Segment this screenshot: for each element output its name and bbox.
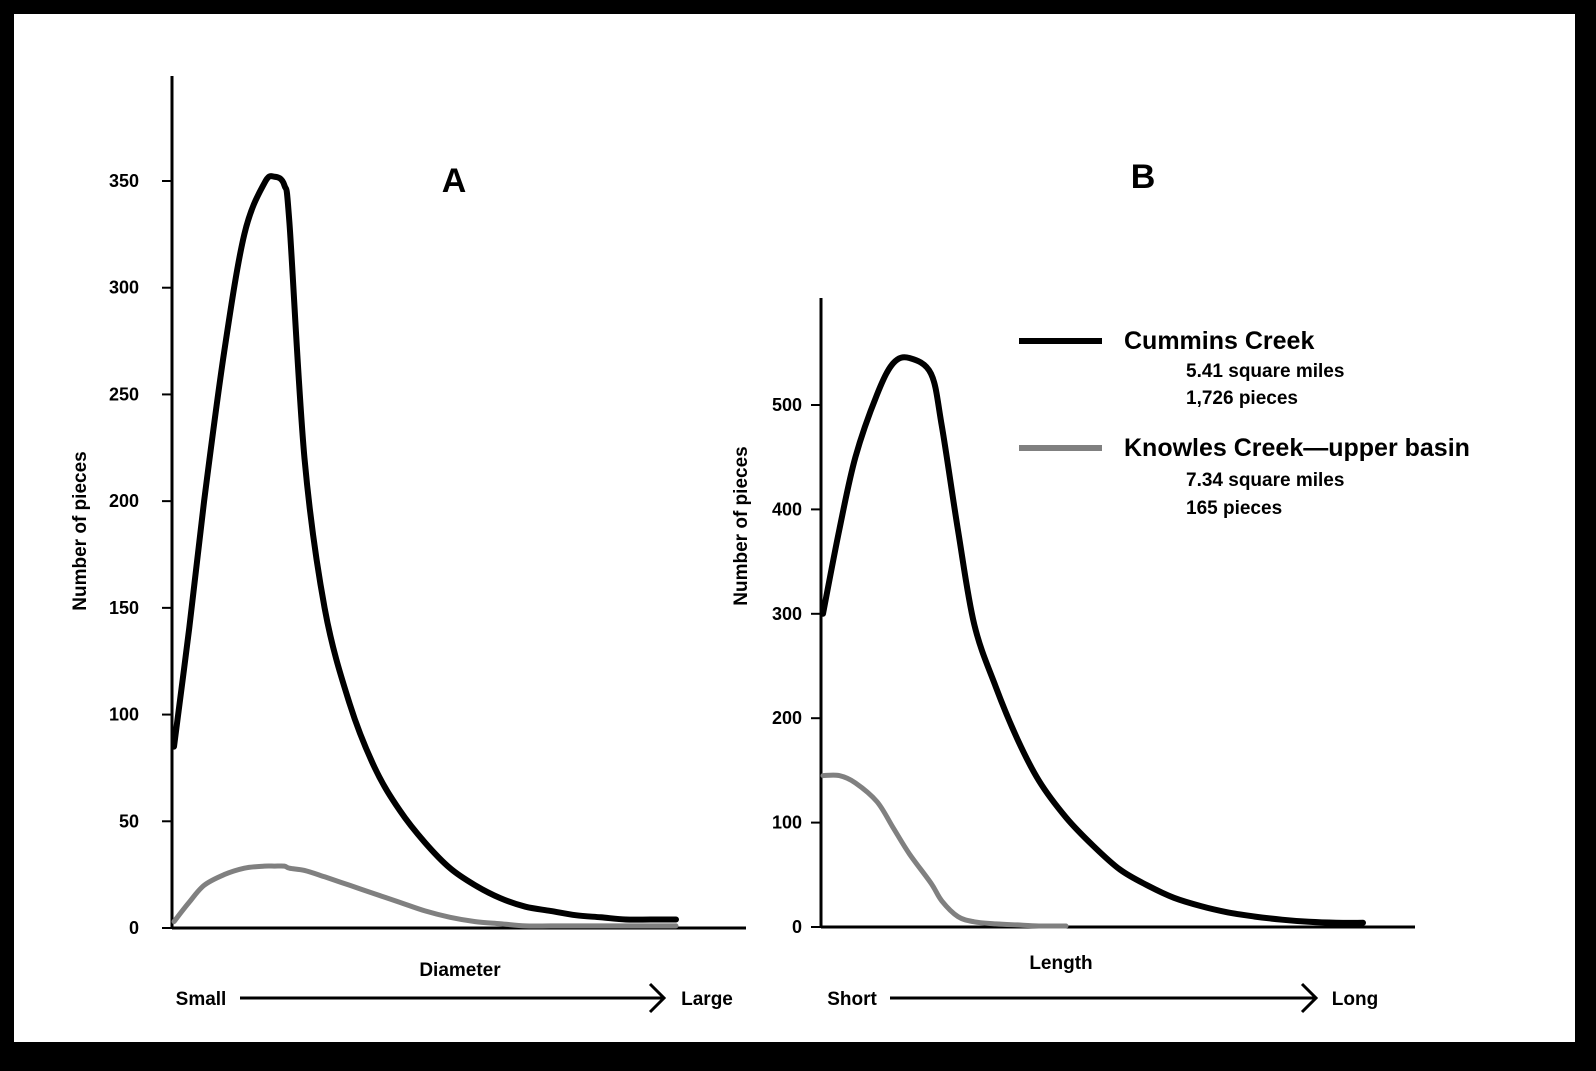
panel-a-series xyxy=(171,173,679,929)
panel-b-y-tick-label: 400 xyxy=(772,499,802,519)
figure-frame: A 0 50 100 150 200 250 300 350 Number of pieces… xyxy=(14,14,1575,1042)
panel-a-series-line-cummins xyxy=(171,173,679,923)
panel-b-y-tick-label: 0 xyxy=(792,917,802,937)
panel-b-y-tick-label: 200 xyxy=(772,708,802,728)
panel-b-series xyxy=(820,354,1366,929)
panel-a-y-tick-label: 100 xyxy=(109,705,139,725)
legend-name-knowles: Knowles Creek—upper basin xyxy=(1124,434,1470,462)
panel-b-x-end-label: Long xyxy=(1332,989,1378,1010)
panel-a-y-tick-label: 150 xyxy=(109,598,139,618)
panel-a-y-tick-label: 0 xyxy=(129,918,139,938)
panel-b-series-line-knowles xyxy=(820,772,1069,929)
figure: A 0 50 100 150 200 250 300 350 Number of pieces… xyxy=(70,76,1470,1014)
legend-area-cummins: 5.41 square miles xyxy=(1186,361,1344,382)
panel-a-x-end-label: Large xyxy=(681,989,733,1010)
legend-pieces-knowles: 165 pieces xyxy=(1186,498,1282,519)
panel-b-y-ticks: 0 100 200 300 400 500 xyxy=(772,395,821,937)
panel-a-x-axis-title: Diameter xyxy=(419,960,501,981)
legend-name-cummins: Cummins Creek xyxy=(1124,327,1314,355)
panel-a-y-tick-label: 350 xyxy=(109,171,139,191)
panel-a-y-tick-label: 200 xyxy=(109,491,139,511)
panel-b: B 0 100 200 300 400 500 Number of pieces Leng… xyxy=(731,158,1415,1014)
panel-b-y-tick-label: 300 xyxy=(772,604,802,624)
panel-a-y-axis-title: Number of pieces xyxy=(70,451,91,610)
panel-a: A 0 50 100 150 200 250 300 350 Number of pieces… xyxy=(70,76,746,1014)
panel-a-label: A xyxy=(442,162,467,200)
panel-a-x-start-label: Small xyxy=(176,989,227,1010)
panel-a-y-tick-label: 50 xyxy=(119,811,139,831)
panel-a-series-line-knowles xyxy=(171,863,679,929)
panel-b-y-tick-label: 100 xyxy=(772,813,802,833)
panel-a-x-direction-arrow xyxy=(240,982,667,1014)
panel-b-x-direction-arrow xyxy=(890,982,1319,1014)
panel-b-series-line-cummins xyxy=(820,354,1366,926)
panel-a-y-tick-label: 300 xyxy=(109,278,139,298)
panel-b-label: B xyxy=(1131,158,1156,196)
panel-b-y-axis-title: Number of pieces xyxy=(731,446,752,605)
legend-pieces-cummins: 1,726 pieces xyxy=(1186,388,1298,409)
panel-b-x-axis-title: Length xyxy=(1029,953,1092,974)
legend: Cummins Creek 5.41 square miles 1,726 pi… xyxy=(1019,327,1470,519)
legend-item-cummins: Cummins Creek 5.41 square miles 1,726 pi… xyxy=(1019,327,1344,409)
legend-area-knowles: 7.34 square miles xyxy=(1186,470,1344,491)
panel-a-y-ticks: 0 50 100 150 200 250 300 350 xyxy=(109,171,172,938)
panel-b-x-start-label: Short xyxy=(827,989,877,1010)
panel-b-y-tick-label: 500 xyxy=(772,395,802,415)
panel-a-y-tick-label: 250 xyxy=(109,384,139,404)
legend-item-knowles: Knowles Creek—upper basin 7.34 square mi… xyxy=(1019,434,1470,519)
